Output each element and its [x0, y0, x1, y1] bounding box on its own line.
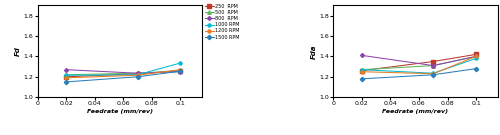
1000 RPM: [134, 74, 140, 76]
Y-axis label: Fd: Fd: [14, 46, 20, 56]
Line: 250  RPM: 250 RPM: [360, 53, 478, 72]
800  RPM: [359, 55, 365, 56]
Legend: 250  RPM, 500  RPM, 800  RPM, 1000 RPM, 1200 RPM, 1500 RPM: 250 RPM, 500 RPM, 800 RPM, 1000 RPM, 120…: [205, 4, 240, 40]
500  RPM: [134, 72, 140, 74]
Line: 1200 RPM: 1200 RPM: [64, 68, 182, 79]
Line: 800  RPM: 800 RPM: [64, 68, 182, 75]
500  RPM: [63, 74, 69, 76]
500  RPM: [178, 70, 184, 72]
1000 RPM: [63, 75, 69, 76]
1500 RPM: [178, 70, 184, 72]
1500 RPM: [63, 81, 69, 83]
1200 RPM: [473, 56, 479, 57]
1000 RPM: [430, 72, 436, 74]
Line: 250  RPM: 250 RPM: [64, 69, 182, 78]
Line: 1200 RPM: 1200 RPM: [360, 55, 478, 75]
1500 RPM: [359, 78, 365, 80]
Line: 1500 RPM: 1500 RPM: [64, 70, 182, 83]
1500 RPM: [473, 68, 479, 69]
1200 RPM: [134, 75, 140, 76]
1000 RPM: [473, 58, 479, 59]
500  RPM: [430, 65, 436, 66]
1500 RPM: [430, 74, 436, 76]
X-axis label: Feedrate (mm/rev): Feedrate (mm/rev): [382, 109, 448, 114]
1000 RPM: [178, 62, 184, 64]
250  RPM: [178, 70, 184, 72]
800  RPM: [430, 65, 436, 66]
Line: 1500 RPM: 1500 RPM: [360, 67, 478, 80]
1200 RPM: [359, 71, 365, 72]
250  RPM: [473, 54, 479, 55]
X-axis label: Feedrate (mm/rev): Feedrate (mm/rev): [86, 109, 152, 114]
500  RPM: [473, 56, 479, 57]
800  RPM: [178, 71, 184, 72]
1000 RPM: [359, 69, 365, 70]
Line: 1000 RPM: 1000 RPM: [360, 57, 478, 75]
800  RPM: [134, 72, 140, 74]
1200 RPM: [63, 77, 69, 79]
Line: 500  RPM: 500 RPM: [360, 55, 478, 71]
250  RPM: [63, 76, 69, 78]
800  RPM: [63, 69, 69, 70]
Line: 1000 RPM: 1000 RPM: [64, 62, 182, 77]
Line: 800  RPM: 800 RPM: [360, 54, 478, 67]
1500 RPM: [134, 76, 140, 78]
800  RPM: [473, 56, 479, 57]
250  RPM: [359, 70, 365, 72]
Line: 500  RPM: 500 RPM: [64, 69, 182, 77]
500  RPM: [359, 69, 365, 70]
250  RPM: [430, 61, 436, 62]
1200 RPM: [430, 73, 436, 75]
Y-axis label: Fda: Fda: [310, 44, 316, 59]
1200 RPM: [178, 69, 184, 70]
250  RPM: [134, 73, 140, 75]
